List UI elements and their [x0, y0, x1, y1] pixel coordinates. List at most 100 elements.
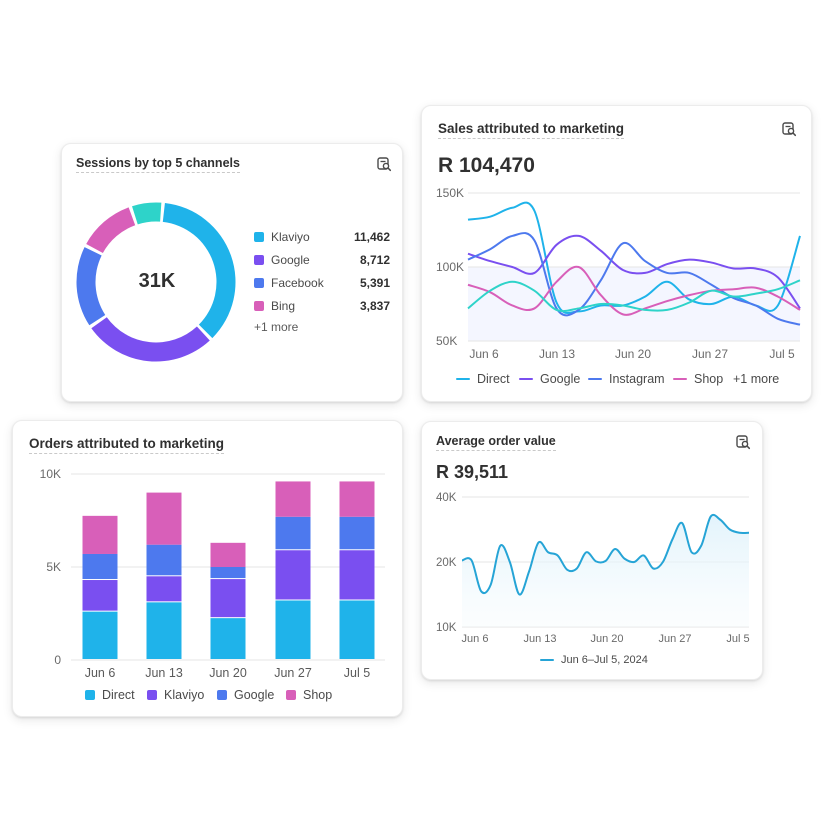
legend-line-swatch	[588, 378, 602, 380]
x-tick-label: Jun 20	[209, 666, 247, 680]
sales-card-title[interactable]: Sales attributed to marketing	[438, 121, 625, 139]
donut-slice-other[interactable]	[132, 202, 162, 225]
x-tick-label: Jun 6	[462, 633, 489, 645]
bar-segment-shop[interactable]	[146, 492, 182, 545]
donut-slice-facebook[interactable]	[76, 247, 106, 326]
sales-legend-item-google[interactable]: Google	[519, 372, 580, 386]
y-tick-label: 0	[54, 653, 61, 667]
donut-legend-item-facebook[interactable]: Facebook 5,391	[254, 276, 390, 290]
sessions-card-title[interactable]: Sessions by top 5 channels	[76, 156, 240, 173]
bar-segment-klaviyo[interactable]	[275, 550, 311, 600]
bar-segment-google[interactable]	[210, 567, 246, 579]
aov-legend-item[interactable]: Jun 6–Jul 5, 2024	[540, 654, 648, 666]
donut-legend-item-google[interactable]: Google 8,712	[254, 253, 390, 267]
orders-legend-item-google[interactable]: Google	[217, 688, 274, 702]
legend-value: 5,391	[359, 276, 390, 290]
bar-segment-direct[interactable]	[210, 618, 246, 659]
bar-segment-klaviyo[interactable]	[82, 580, 118, 611]
bar-segment-google[interactable]	[339, 516, 375, 550]
report-search-icon[interactable]	[376, 156, 392, 172]
sales-series-line-shop[interactable]	[467, 265, 801, 316]
report-search-icon[interactable]	[781, 121, 797, 137]
legend-label: Facebook	[271, 276, 324, 290]
orders-card-title[interactable]: Orders attributed to marketing	[29, 436, 225, 454]
bar-segment-direct[interactable]	[275, 600, 311, 659]
aov-area-fill	[462, 514, 749, 627]
sales-line-chart: 150K 100K 50K Jun 6 Jun 13 Jun 20 Jun 27 Jul 5	[436, 186, 801, 361]
bar-segment-direct[interactable]	[82, 611, 118, 659]
legend-label: Direct	[477, 372, 510, 386]
legend-label: Direct	[102, 688, 135, 702]
legend-label: Google	[271, 253, 310, 267]
donut-slice-klaviyo[interactable]	[162, 203, 236, 339]
sales-series-line-other[interactable]	[467, 279, 801, 313]
legend-label: Klaviyo	[271, 230, 310, 244]
orders-legend-item-klaviyo[interactable]: Klaviyo	[147, 688, 204, 702]
x-tick-label: Jun 27	[692, 347, 728, 361]
orders-legend-item-shop[interactable]: Shop	[286, 688, 332, 702]
sessions-card: Sessions by top 5 channels 31K Klaviyo 11…	[61, 143, 403, 402]
bar-segment-google[interactable]	[82, 553, 118, 580]
aov-card-title[interactable]: Average order value	[436, 434, 556, 451]
orders-legend-item-direct[interactable]: Direct	[85, 688, 135, 702]
bar-segment-shop[interactable]	[275, 481, 311, 517]
x-tick-label: Jul 5	[769, 347, 795, 361]
legend-label: Google	[540, 372, 581, 386]
legend-swatch	[254, 301, 264, 311]
sales-series-line-google[interactable]	[467, 234, 801, 310]
bar-segment-klaviyo[interactable]	[339, 550, 375, 600]
x-tick-label: Jun 13	[145, 666, 183, 680]
donut-legend-item-bing[interactable]: Bing 3,837	[254, 299, 390, 313]
legend-label: Klaviyo	[164, 688, 205, 702]
donut-legend-more[interactable]: +1 more	[254, 320, 299, 334]
legend-label: Instagram	[609, 372, 665, 386]
y-tick-label: 40K	[436, 492, 457, 504]
sales-total: R 104,470	[438, 154, 535, 177]
chart-band	[468, 267, 800, 341]
orders-card: Orders attributed to marketing 10K 5K 0 Jun…	[12, 420, 403, 717]
sales-legend-more[interactable]: +1 more	[733, 372, 780, 386]
legend-line-swatch	[519, 378, 533, 380]
legend-value: 11,462	[353, 230, 390, 244]
donut-slice-bing[interactable]	[86, 207, 136, 254]
sales-legend-item-shop[interactable]: Shop	[673, 372, 723, 386]
bar-segment-google[interactable]	[275, 516, 311, 550]
aov-series-line[interactable]	[461, 513, 750, 596]
x-tick-label: Jun 13	[523, 633, 556, 645]
bar-segment-klaviyo[interactable]	[210, 579, 246, 618]
y-tick-label: 100K	[436, 260, 464, 274]
donut-slice-google[interactable]	[91, 317, 210, 362]
donut-legend-item-klaviyo[interactable]: Klaviyo 11,462	[254, 230, 390, 244]
aov-area-chart: 40K 20K 10K Jun 6 Jun 13 Jun 20 Jun 27 Jul 5	[436, 492, 750, 645]
legend-label: Bing	[271, 299, 296, 313]
x-tick-label: Jun 27	[274, 666, 312, 680]
bar-segment-direct[interactable]	[339, 600, 375, 659]
y-tick-label: 10K	[40, 467, 61, 481]
report-search-icon[interactable]	[735, 434, 751, 450]
bar-segment-klaviyo[interactable]	[146, 576, 182, 602]
y-tick-label: 150K	[436, 186, 464, 200]
legend-line-swatch	[540, 659, 554, 661]
sales-legend-item-direct[interactable]: Direct	[456, 372, 510, 386]
aov-card: Average order value R 39,511 40K 20K 10K Ju…	[421, 421, 763, 680]
x-tick-label: Jun 20	[615, 347, 651, 361]
bar-segment-google[interactable]	[146, 544, 182, 576]
sales-legend-item-instagram[interactable]: Instagram	[588, 372, 665, 386]
sales-series-line-instagram[interactable]	[467, 232, 801, 326]
bar-segment-shop[interactable]	[82, 515, 118, 554]
orders-bar-chart: 10K 5K 0 Jun 6 Jun 13 Jun 20 Jun 27 Jul 5	[40, 467, 385, 680]
legend-swatch	[254, 278, 264, 288]
legend-label: Shop	[303, 688, 333, 702]
legend-swatch	[147, 690, 157, 700]
legend-label: Google	[234, 688, 275, 702]
sales-card: Sales attributed to marketing R 104,470 …	[421, 105, 812, 402]
x-tick-label: Jun 6	[85, 666, 116, 680]
aov-legend-label: Jun 6–Jul 5, 2024	[561, 654, 648, 666]
bar-segment-shop[interactable]	[339, 481, 375, 517]
legend-swatch	[254, 232, 264, 242]
bar-segment-direct[interactable]	[146, 602, 182, 659]
sessions-donut-chart	[76, 202, 236, 362]
bar-segment-shop[interactable]	[210, 542, 246, 567]
legend-swatch	[217, 690, 227, 700]
legend-swatch	[85, 690, 95, 700]
